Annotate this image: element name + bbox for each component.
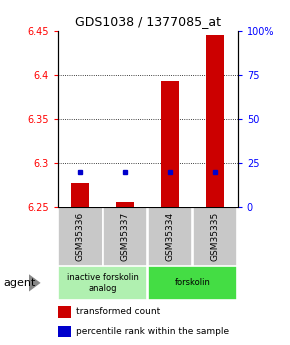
Bar (71, 183, 89, 207)
Bar (116, 202, 134, 207)
Text: transformed count: transformed count (76, 307, 160, 316)
Bar (206, 36, 224, 207)
Bar (148, 207, 192, 266)
Text: GSM35335: GSM35335 (211, 212, 220, 261)
Text: percentile rank within the sample: percentile rank within the sample (76, 327, 229, 336)
Bar (58, 306, 70, 317)
Text: GSM35334: GSM35334 (166, 212, 175, 261)
Bar (104, 207, 147, 266)
Text: inactive forskolin
analog: inactive forskolin analog (67, 273, 139, 293)
Bar (59, 266, 147, 300)
Bar (148, 266, 237, 300)
Text: forskolin: forskolin (175, 278, 211, 287)
Bar (58, 326, 70, 337)
Text: GSM35337: GSM35337 (121, 212, 130, 261)
Text: GSM35336: GSM35336 (76, 212, 85, 261)
Title: GDS1038 / 1377085_at: GDS1038 / 1377085_at (75, 16, 221, 29)
Bar (193, 207, 237, 266)
Text: agent: agent (3, 278, 35, 288)
Bar (161, 81, 179, 207)
Bar (59, 207, 102, 266)
